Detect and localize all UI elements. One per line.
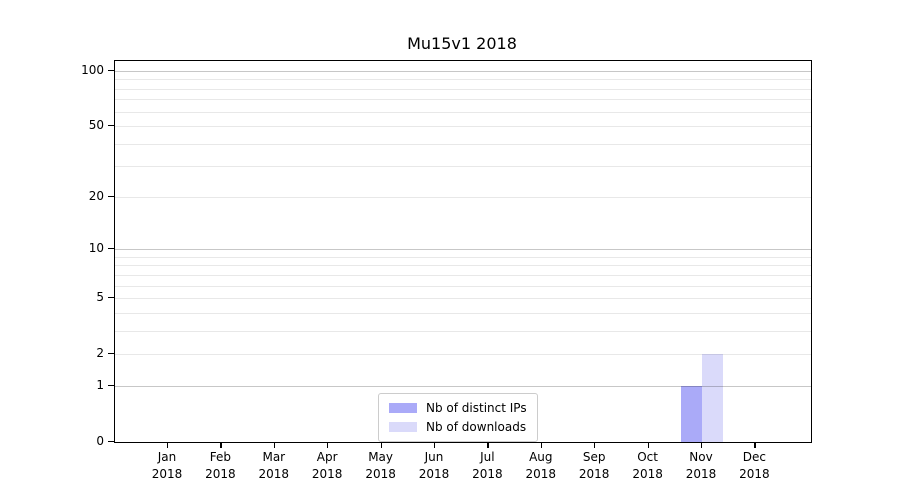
y-tick-mark [108, 70, 114, 72]
gridline-minor [115, 79, 811, 81]
gridline-minor [115, 353, 811, 355]
y-tick-label: 2 [96, 345, 104, 360]
gridline-minor [115, 165, 811, 167]
y-tick-mark [108, 441, 114, 443]
legend-label: Nb of distinct IPs [426, 401, 527, 415]
y-tick-mark [108, 352, 114, 354]
y-tick-label: 50 [88, 117, 104, 132]
y-tick-label: 10 [88, 241, 104, 256]
y-tick-label: 1 [96, 378, 104, 393]
x-tick-mark [701, 442, 703, 448]
x-tick-label: Jan 2018 [151, 450, 183, 481]
gridline-minor [115, 111, 811, 113]
y-tick-label: 20 [88, 189, 104, 204]
chart-title: Mu15v1 2018 [407, 34, 517, 53]
gridline-minor [115, 256, 811, 258]
y-tick-label: 100 [81, 63, 104, 77]
gridline-minor [115, 274, 811, 276]
x-tick-mark [487, 442, 489, 448]
legend-item: Nb of downloads [389, 420, 527, 434]
gridline-minor [115, 312, 811, 314]
gridline-major [115, 386, 811, 388]
legend-swatch-icon [389, 422, 417, 432]
y-tick-label: 5 [96, 290, 104, 304]
gridline-minor [115, 88, 811, 90]
x-tick-label: Dec 2018 [739, 450, 770, 481]
legend-label: Nb of downloads [426, 420, 527, 434]
x-tick-mark [594, 442, 596, 448]
x-tick-mark [540, 442, 542, 448]
y-tick-mark [108, 248, 114, 250]
gridline-minor [115, 285, 811, 287]
gridline-minor [115, 125, 811, 127]
y-tick-mark [108, 385, 114, 387]
x-tick-label: Feb 2018 [205, 450, 236, 481]
y-tick-mark [108, 124, 114, 127]
x-tick-mark [647, 442, 649, 448]
x-tick-label: May 2018 [365, 450, 396, 481]
gridline-minor [115, 330, 811, 332]
x-tick-label: Jul 2018 [472, 450, 503, 481]
x-tick-mark [167, 442, 169, 448]
legend: Nb of distinct IPs Nb of downloads [378, 393, 538, 442]
x-tick-label: Jun 2018 [418, 450, 450, 481]
gridline-minor [115, 298, 811, 299]
x-tick-mark [327, 442, 329, 448]
gridline-minor [115, 143, 811, 145]
x-tick-label: Oct 2018 [632, 450, 663, 481]
x-tick-mark [754, 442, 756, 448]
bar-downloads [702, 353, 724, 442]
legend-item: Nb of distinct IPs [389, 401, 527, 415]
x-tick-mark [220, 442, 222, 448]
x-tick-label: Apr 2018 [311, 450, 343, 481]
x-tick-label: Nov 2018 [685, 450, 717, 481]
gridline-major [115, 249, 811, 251]
y-tick-mark [108, 196, 114, 198]
gridline-minor [115, 265, 811, 267]
x-tick-mark [380, 442, 382, 448]
y-tick-label: 0 [96, 434, 104, 448]
y-tick-mark [108, 297, 114, 299]
gridline-minor [115, 99, 811, 101]
plot-area [114, 60, 812, 443]
x-tick-label: Mar 2018 [258, 450, 290, 481]
gridline-minor [115, 197, 811, 199]
legend-swatch-icon [389, 403, 417, 413]
bar-distinct-ips [680, 386, 702, 442]
x-tick-label: Sep 2018 [578, 450, 610, 481]
x-tick-mark [273, 442, 275, 448]
x-tick-label: Aug 2018 [525, 450, 557, 481]
gridline-major [115, 71, 811, 72]
x-tick-mark [434, 442, 436, 448]
